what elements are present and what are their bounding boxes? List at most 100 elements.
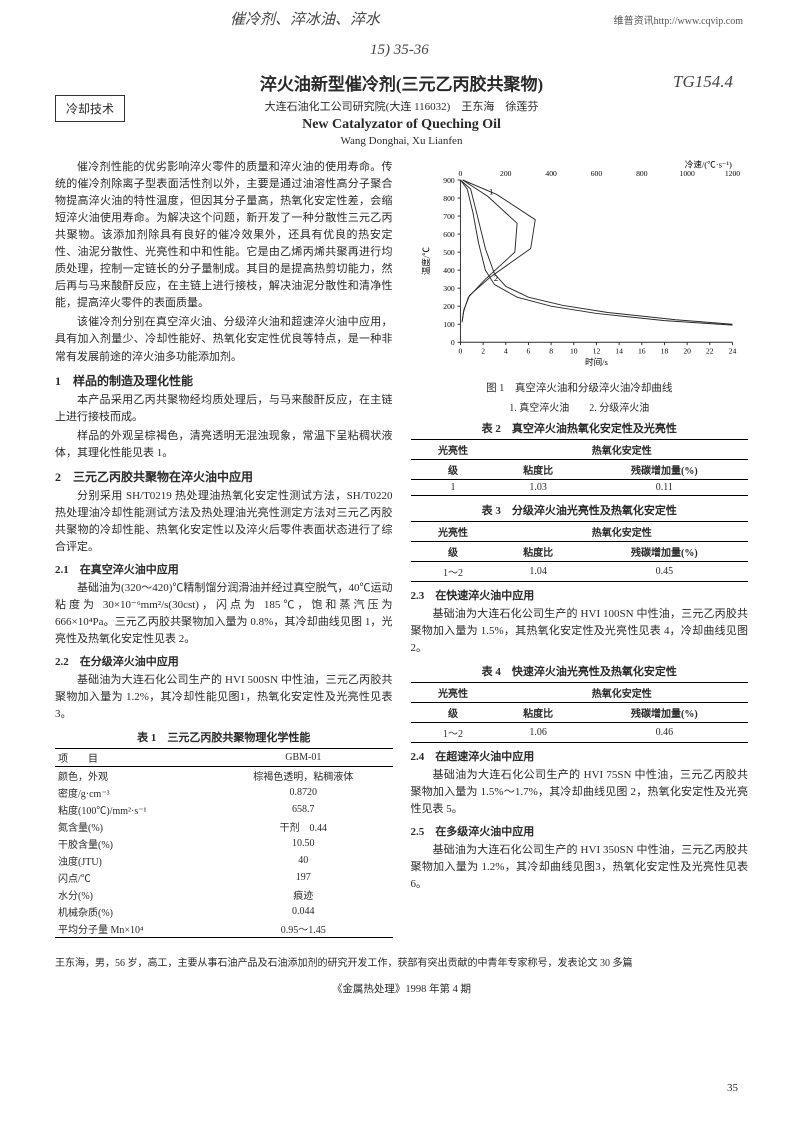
svg-text:8: 8 — [549, 347, 553, 356]
t1-cell: 粘度(100℃)/mm²·s⁻¹ — [55, 801, 214, 818]
affiliation: 大连石油化工公司研究院(大连 116032) 王东海 徐莲芬 — [55, 98, 748, 114]
t1-cell: 浊度(JTU) — [55, 852, 214, 869]
section-2-3: 2.3 在快速淬火油中应用 — [411, 587, 749, 603]
title-block: 淬火油新型催冷剂(三元乙丙胶共聚物) 大连石油化工公司研究院(大连 116032… — [55, 70, 748, 147]
svg-text:900: 900 — [443, 176, 455, 185]
para-s2: 分别采用 SH/T0219 热处理油热氧化安定性测试方法，SH/T0220 热处… — [55, 488, 393, 556]
svg-text:1: 1 — [489, 186, 493, 196]
svg-text:300: 300 — [443, 284, 455, 293]
para-s25: 基础油为大连石化公司生产的 HVI 350SN 中性油，三元乙丙胶共聚物加入量为… — [411, 842, 749, 893]
right-column: 0100200300400500600700800900024681012141… — [411, 159, 749, 938]
para-s24: 基础油为大连石化公司生产的 HVI 75SN 中性油，三元乙丙胶共聚物加入量为 … — [411, 767, 749, 818]
t1-cell: 0.044 — [214, 903, 392, 920]
t1-cell: 机械杂质(%) — [55, 903, 214, 920]
left-column: 催冷剂性能的优劣影响淬火零件的质量和淬火油的使用寿命。传统的催冷剂除离子型表面活… — [55, 159, 393, 938]
authors-en: Wang Donghai, Xu Lianfen — [55, 135, 748, 147]
para-s1-2: 样品的外观呈棕褐色，清亮透明无混浊现象，常温下呈粘稠状液体，其理化性能见表 1。 — [55, 428, 393, 462]
svg-text:600: 600 — [443, 230, 455, 239]
title-en: New Catalyzator of Queching Oil — [55, 117, 748, 133]
svg-text:0: 0 — [458, 347, 462, 356]
section-2: 2 三元乙丙胶共聚物在淬火油中应用 — [55, 468, 393, 485]
svg-text:2: 2 — [481, 347, 485, 356]
table4-caption: 表 4 快速淬火油光亮性及热氧化安定性 — [411, 663, 749, 679]
svg-text:800: 800 — [443, 194, 455, 203]
t1-cell: 平均分子量 Mn×10⁴ — [55, 920, 214, 938]
author-footnote: 王东海，男，56 岁，高工，主要从事石油产品及石油添加剂的研究开发工作，获部有突… — [55, 952, 748, 971]
t1-cell: 痕迹 — [214, 886, 392, 903]
svg-text:200: 200 — [500, 169, 512, 178]
table-3: 光亮性热氧化安定性 级粘度比残碳增加量(%) 1～21.040.45 — [411, 521, 749, 582]
svg-text:22: 22 — [705, 347, 713, 356]
t1-cell: 氮含量(%) — [55, 818, 214, 835]
svg-text:温度/℃: 温度/℃ — [419, 247, 430, 276]
svg-text:1000: 1000 — [679, 169, 694, 178]
t1-h2: GBM-01 — [214, 749, 392, 767]
t1-cell: 10.50 — [214, 835, 392, 852]
para-s23: 基础油为大连石化公司生产的 HVI 100SN 中性油，三元乙丙胶共聚物加入量为… — [411, 606, 749, 657]
svg-text:20: 20 — [683, 347, 691, 356]
svg-text:6: 6 — [526, 347, 530, 356]
svg-text:400: 400 — [443, 266, 455, 275]
section-1: 1 样品的制造及理化性能 — [55, 372, 393, 389]
table1-caption: 表 1 三元乙丙胶共聚物理化学性能 — [55, 729, 393, 745]
t1-cell: 40 — [214, 852, 392, 869]
svg-text:400: 400 — [545, 169, 557, 178]
svg-text:14: 14 — [615, 347, 623, 356]
fig1-caption: 图 1 真空淬火油和分级淬火油冷却曲线 — [411, 380, 749, 395]
t1-cell: 闪点/℃ — [55, 869, 214, 886]
svg-text:200: 200 — [443, 302, 455, 311]
journal-footer: 《金属热处理》1998 年第 4 期 — [55, 981, 748, 996]
para-intro-2: 该催冷剂分别在真空淬火油、分级淬火油和超速淬火油中应用，具有加入剂量少、冷却性能… — [55, 314, 393, 365]
para-s21: 基础油为(320～420)℃精制馏分润滑油并经过真空脱气，40℃运动粘度为 30… — [55, 580, 393, 648]
para-intro-1: 催冷剂性能的优劣影响淬火零件的质量和淬火油的使用寿命。传统的催冷剂除离子型表面活… — [55, 159, 393, 312]
svg-text:4: 4 — [503, 347, 507, 356]
t1-cell: 0.8720 — [214, 784, 392, 801]
category-box: 冷却技术 — [55, 95, 125, 122]
svg-text:2: 2 — [493, 273, 497, 283]
svg-text:12: 12 — [592, 347, 600, 356]
handwriting-code: TG154.4 — [673, 72, 733, 92]
svg-text:冷速/(℃·s⁻¹): 冷速/(℃·s⁻¹) — [684, 159, 731, 170]
svg-text:18: 18 — [660, 347, 668, 356]
t1-cell: 0.95～1.45 — [214, 920, 392, 938]
fig1-sub: 1. 真空淬火油 2. 分级淬火油 — [411, 399, 749, 414]
section-2-5: 2.5 在多级淬火油中应用 — [411, 823, 749, 839]
cooling-curve-chart: 0100200300400500600700800900024681012141… — [411, 159, 749, 369]
columns: 催冷剂性能的优劣影响淬火零件的质量和淬火油的使用寿命。传统的催冷剂除离子型表面活… — [55, 159, 748, 938]
svg-text:500: 500 — [443, 248, 455, 257]
svg-text:24: 24 — [728, 347, 736, 356]
svg-text:800: 800 — [636, 169, 648, 178]
t1-cell: 棕褐色透明，粘稠液体 — [214, 767, 392, 785]
svg-text:600: 600 — [590, 169, 602, 178]
page-number: 35 — [727, 1082, 738, 1094]
section-2-2: 2.2 在分级淬火油中应用 — [55, 653, 393, 669]
para-s1-1: 本产品采用乙丙共聚物经均质处理后，与马来酸酐反应，在主链上进行接枝而成。 — [55, 392, 393, 426]
svg-text:时间/s: 时间/s — [585, 356, 609, 367]
section-2-1: 2.1 在真空淬火油中应用 — [55, 561, 393, 577]
title-cn: 淬火油新型催冷剂(三元乙丙胶共聚物) — [55, 70, 748, 95]
svg-text:700: 700 — [443, 212, 455, 221]
t1-cell: 197 — [214, 869, 392, 886]
t1-h1: 项 目 — [55, 749, 214, 767]
t1-cell: 658.7 — [214, 801, 392, 818]
svg-text:100: 100 — [443, 320, 455, 329]
svg-text:16: 16 — [637, 347, 645, 356]
table3-caption: 表 3 分级淬火油光亮性及热氧化安定性 — [411, 502, 749, 518]
handwriting-pages: 15) 35-36 — [370, 42, 429, 59]
svg-text:0: 0 — [458, 169, 462, 178]
table-2: 光亮性热氧化安定性 级粘度比残碳增加量(%) 11.030.11 — [411, 439, 749, 496]
table-1: 项 目 GBM-01 颜色，外观棕褐色透明，粘稠液体密度/g·cm⁻³0.872… — [55, 748, 393, 938]
handwriting-top: 催冷剂、淬冰油、淬水 — [230, 8, 380, 29]
t1-cell: 颜色，外观 — [55, 767, 214, 785]
section-2-4: 2.4 在超速淬火油中应用 — [411, 748, 749, 764]
svg-text:1200: 1200 — [724, 169, 739, 178]
t1-cell: 干剂 0.44 — [214, 818, 392, 835]
t1-cell: 密度/g·cm⁻³ — [55, 784, 214, 801]
watermark: 维普资讯http://www.cqvip.com — [614, 12, 743, 27]
svg-text:10: 10 — [569, 347, 577, 356]
para-s22: 基础油为大连石化公司生产的 HVI 500SN 中性油，三元乙丙胶共聚物加入量为… — [55, 672, 393, 723]
t1-cell: 水分(%) — [55, 886, 214, 903]
table-4: 光亮性热氧化安定性 级粘度比残碳增加量(%) 1～21.060.46 — [411, 682, 749, 743]
svg-text:0: 0 — [450, 338, 454, 347]
t1-cell: 干胶含量(%) — [55, 835, 214, 852]
